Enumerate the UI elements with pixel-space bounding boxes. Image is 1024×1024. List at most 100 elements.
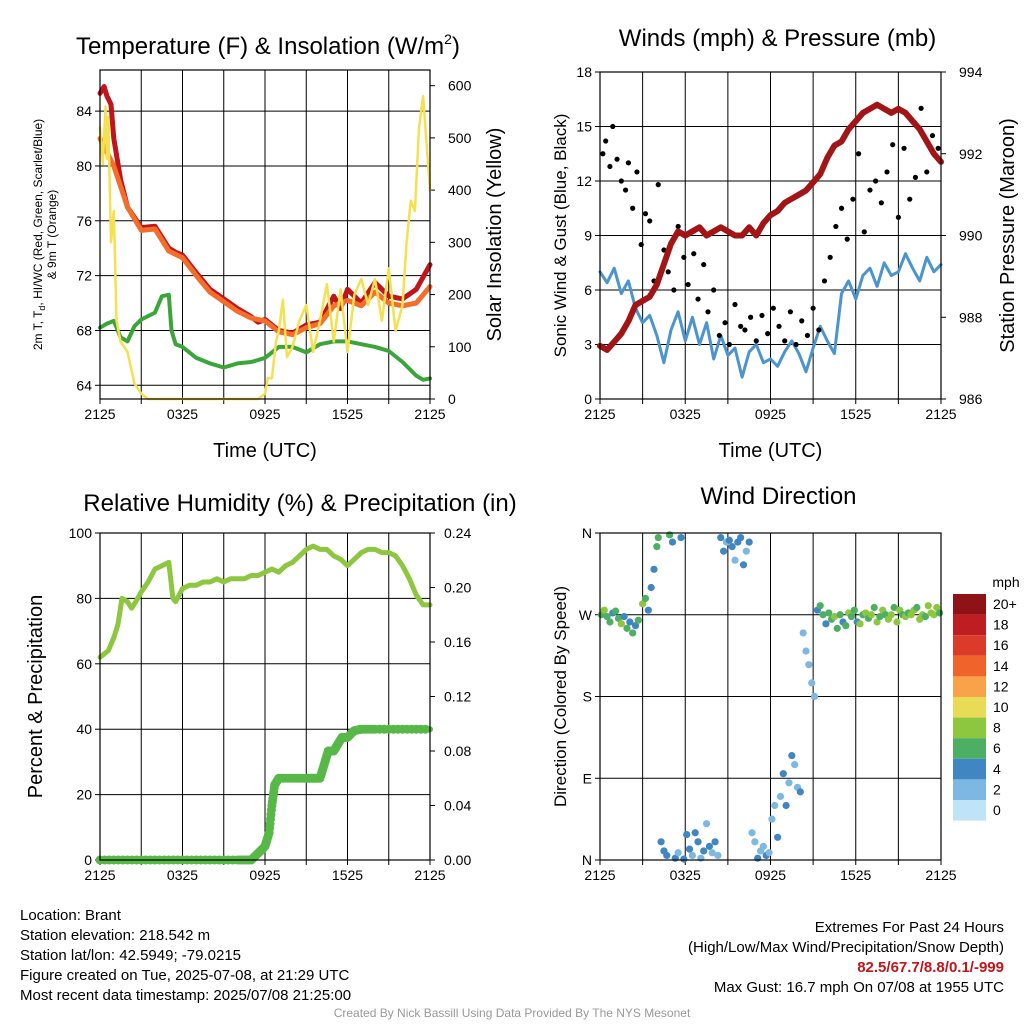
direction-point xyxy=(697,854,705,862)
x-axis-label: Time (UTC) xyxy=(719,440,823,462)
gust-point xyxy=(855,151,862,157)
direction-point xyxy=(825,609,833,617)
x-tick-label: 2125 xyxy=(925,867,956,883)
x-axis-label: Time (UTC) xyxy=(213,440,317,462)
y2-tick-label: 600 xyxy=(448,78,472,94)
direction-point xyxy=(626,618,634,626)
gust-point xyxy=(935,145,941,151)
series-rh xyxy=(97,543,433,660)
direction-point xyxy=(668,538,677,546)
direction-point xyxy=(850,606,858,614)
gust-point xyxy=(901,145,907,151)
plot-frame xyxy=(599,71,942,400)
extremes-title: Extremes For Past 24 Hours xyxy=(814,919,1004,936)
y-tick-label: 15 xyxy=(576,119,592,135)
direction-point xyxy=(705,842,714,850)
title-text: Temperature (F) & Insolation (W/m xyxy=(76,33,444,60)
x-tick-label: 0325 xyxy=(670,406,701,422)
gust-point xyxy=(685,281,691,288)
direction-point xyxy=(768,815,776,823)
x-tick-label: 2125 xyxy=(84,867,115,883)
direction-point xyxy=(614,614,623,622)
gust-point xyxy=(691,251,697,257)
direction-point xyxy=(830,612,839,621)
legend-label: 2 xyxy=(993,781,1001,797)
gust-point xyxy=(878,200,884,206)
direction-point xyxy=(921,612,929,621)
chart-title-wind-direction: Wind Direction xyxy=(700,483,856,510)
direction-point xyxy=(639,600,647,608)
y-axis-label: Direction (Colored By Speed) xyxy=(551,586,570,807)
direction-point xyxy=(617,620,625,628)
legend-swatch xyxy=(953,594,986,615)
gust-point xyxy=(776,323,782,329)
legend-swatch xyxy=(953,738,986,759)
y2-axis-label: Station Pressure (Maroon) xyxy=(997,118,1019,353)
gust-point xyxy=(600,151,606,157)
direction-point xyxy=(802,647,810,655)
series-sonic-wind xyxy=(598,252,943,379)
y2-tick-label: 0.04 xyxy=(444,798,471,814)
legend-label: 20+ xyxy=(993,596,1017,612)
chart-title-rh: Relative Humidity (%) & Precipitation (i… xyxy=(83,490,516,517)
gust-point xyxy=(770,305,776,311)
x-tick-label: 1525 xyxy=(332,406,363,422)
y-tick-label: 68 xyxy=(76,322,92,338)
y2-tick-label: 986 xyxy=(959,391,983,407)
gust-point xyxy=(765,331,771,337)
gust-point xyxy=(695,296,701,302)
direction-point xyxy=(737,533,745,542)
direction-point xyxy=(623,624,631,632)
direction-point xyxy=(739,561,748,569)
gust-point xyxy=(821,278,828,284)
direction-point xyxy=(720,547,728,555)
gust-point xyxy=(716,332,722,339)
direction-point xyxy=(890,603,898,612)
y-tick-label: 0 xyxy=(584,391,592,407)
y2-tick-label: 0.00 xyxy=(444,852,471,868)
y-tick-label: 80 xyxy=(76,158,92,174)
gust-point xyxy=(799,318,805,324)
direction-point xyxy=(876,612,884,621)
direction-point xyxy=(653,543,661,551)
gust-point xyxy=(912,174,919,180)
direction-point xyxy=(819,611,827,619)
y2-tick-label: 0.24 xyxy=(444,525,471,541)
x-tick-label: 2125 xyxy=(925,406,956,422)
legend-label: 10 xyxy=(993,699,1009,715)
y2-tick-label: 988 xyxy=(959,309,983,325)
x-tick-label: 2125 xyxy=(414,406,445,422)
direction-point xyxy=(862,609,870,617)
gust-point xyxy=(844,236,850,242)
direction-point xyxy=(759,842,767,850)
direction-point xyxy=(644,606,652,614)
y-tick-label: 9 xyxy=(584,228,592,244)
direction-point xyxy=(751,838,759,846)
x-tick-label: 2125 xyxy=(584,867,615,883)
y-tick-label: 72 xyxy=(76,268,92,284)
x-tick-label: 0325 xyxy=(167,867,198,883)
direction-point xyxy=(612,607,620,615)
gust-point xyxy=(753,338,759,344)
direction-point xyxy=(842,622,850,630)
gust-point xyxy=(929,132,936,139)
precip-point xyxy=(420,724,430,734)
direction-point xyxy=(650,565,658,573)
direction-point xyxy=(629,629,637,637)
y-tick-label: 6 xyxy=(584,282,592,298)
y-label-subscript: d xyxy=(37,306,47,311)
y-tick-label: 0 xyxy=(84,852,92,868)
gust-point xyxy=(827,254,833,260)
y-tick-label: 84 xyxy=(76,103,92,119)
direction-point xyxy=(796,788,804,796)
direction-point xyxy=(714,851,722,860)
station-info: Location: Brant Station elevation: 218.5… xyxy=(20,906,351,1006)
y2-tick-label: 500 xyxy=(448,130,472,146)
legend-label: 8 xyxy=(993,720,1001,736)
y-tick-label: 18 xyxy=(576,64,592,80)
y-tick-label: 12 xyxy=(576,173,592,189)
legend-label: 4 xyxy=(993,761,1001,777)
direction-point xyxy=(816,602,824,610)
direction-point xyxy=(700,847,708,855)
